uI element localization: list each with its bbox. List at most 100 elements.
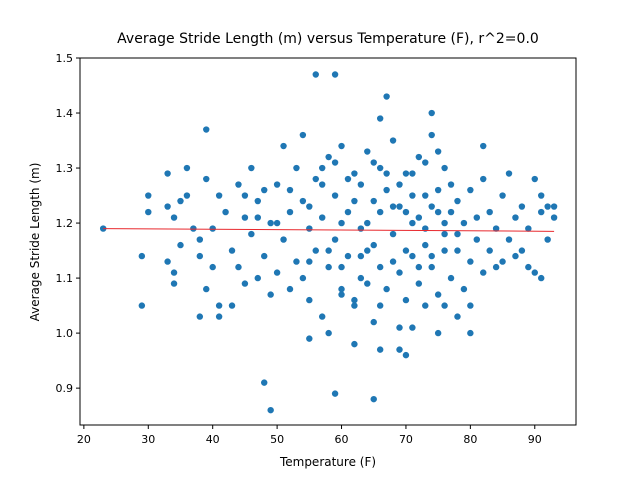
point bbox=[415, 214, 423, 221]
point bbox=[338, 291, 345, 298]
point bbox=[473, 214, 480, 221]
point bbox=[267, 406, 274, 414]
point bbox=[351, 296, 358, 304]
point bbox=[422, 159, 429, 166]
point bbox=[402, 247, 410, 254]
point bbox=[164, 258, 171, 265]
point bbox=[325, 247, 332, 254]
point bbox=[531, 175, 538, 183]
point bbox=[467, 302, 474, 309]
point bbox=[299, 131, 307, 139]
point bbox=[357, 252, 365, 260]
point bbox=[331, 71, 339, 78]
point bbox=[550, 214, 558, 221]
point bbox=[351, 340, 358, 348]
point bbox=[344, 208, 352, 216]
point bbox=[389, 230, 397, 238]
point bbox=[396, 346, 403, 353]
point bbox=[241, 280, 249, 287]
point bbox=[473, 236, 480, 243]
point bbox=[177, 241, 184, 249]
point bbox=[467, 329, 474, 337]
point bbox=[306, 225, 313, 232]
point bbox=[170, 269, 178, 276]
point bbox=[170, 280, 178, 287]
point bbox=[447, 208, 455, 216]
point bbox=[370, 395, 377, 403]
point bbox=[544, 203, 551, 210]
point bbox=[273, 219, 281, 227]
point bbox=[389, 137, 397, 144]
point bbox=[402, 296, 410, 304]
point bbox=[434, 186, 442, 194]
point bbox=[454, 197, 461, 205]
x-tick-label: 70 bbox=[399, 433, 413, 446]
point bbox=[325, 153, 332, 161]
point bbox=[196, 252, 204, 260]
x-tick-label: 40 bbox=[206, 433, 220, 446]
point bbox=[486, 208, 493, 216]
point bbox=[409, 324, 416, 331]
point bbox=[505, 170, 513, 177]
point bbox=[241, 192, 249, 199]
point bbox=[454, 313, 461, 320]
point bbox=[518, 203, 526, 210]
point bbox=[254, 214, 261, 221]
point bbox=[376, 115, 384, 122]
point bbox=[518, 247, 526, 254]
point bbox=[434, 329, 442, 337]
point bbox=[383, 186, 390, 194]
x-tick-label: 20 bbox=[77, 433, 91, 446]
point bbox=[415, 153, 423, 161]
point bbox=[280, 142, 287, 150]
point bbox=[505, 236, 513, 243]
point bbox=[312, 247, 319, 254]
point bbox=[203, 126, 210, 133]
point bbox=[480, 269, 487, 276]
point bbox=[441, 230, 448, 238]
point bbox=[460, 285, 468, 293]
point bbox=[209, 225, 216, 232]
point bbox=[357, 225, 365, 232]
point bbox=[267, 219, 274, 227]
point bbox=[409, 170, 416, 177]
point bbox=[164, 203, 171, 210]
point bbox=[492, 225, 500, 232]
point bbox=[286, 186, 294, 194]
point bbox=[338, 285, 345, 293]
point bbox=[460, 219, 468, 227]
point bbox=[409, 252, 416, 260]
point bbox=[351, 197, 358, 205]
point bbox=[538, 274, 545, 282]
y-tick-label: 1.0 bbox=[56, 327, 74, 340]
point bbox=[183, 192, 191, 199]
point bbox=[145, 208, 152, 216]
point bbox=[389, 203, 397, 210]
point bbox=[228, 302, 236, 309]
y-tick-label: 1.3 bbox=[56, 162, 74, 175]
point bbox=[370, 159, 377, 166]
point bbox=[383, 285, 390, 293]
y-tick-label: 1.1 bbox=[56, 272, 74, 285]
point bbox=[357, 181, 365, 188]
point bbox=[248, 164, 255, 172]
point bbox=[499, 258, 506, 265]
point bbox=[222, 208, 229, 216]
point bbox=[138, 252, 146, 260]
point bbox=[409, 192, 416, 199]
point bbox=[428, 203, 435, 210]
point bbox=[376, 263, 384, 271]
x-tick-label: 50 bbox=[270, 433, 284, 446]
point bbox=[248, 230, 255, 238]
point bbox=[422, 302, 429, 309]
point bbox=[402, 170, 410, 177]
point bbox=[550, 203, 558, 210]
point bbox=[331, 159, 339, 166]
point bbox=[280, 236, 287, 243]
point bbox=[376, 164, 384, 172]
point bbox=[293, 164, 300, 172]
point bbox=[145, 192, 152, 199]
point bbox=[286, 208, 294, 216]
point bbox=[376, 346, 384, 353]
point bbox=[454, 247, 461, 254]
